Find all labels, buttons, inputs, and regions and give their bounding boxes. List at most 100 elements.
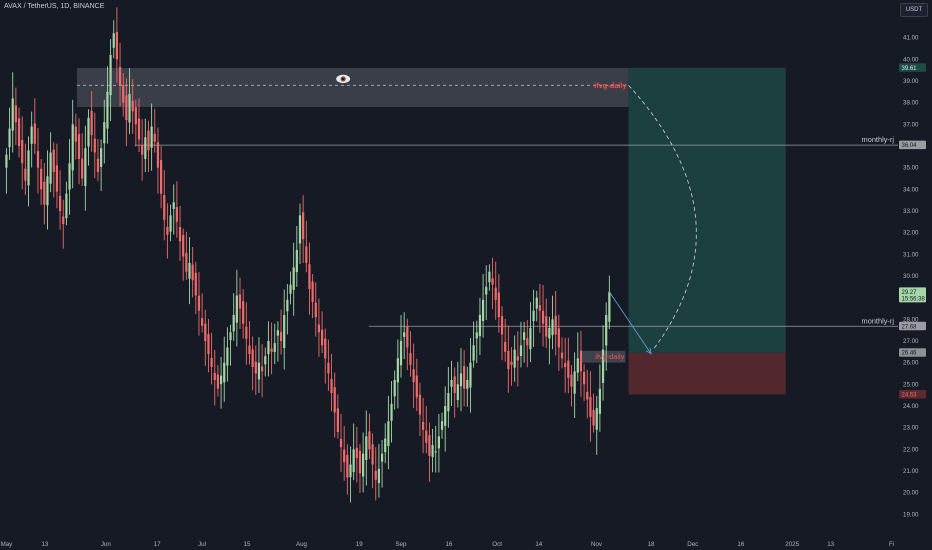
candle-body	[122, 84, 125, 103]
candle-body	[87, 117, 90, 147]
candle-body	[204, 323, 207, 341]
candle-body	[403, 332, 406, 337]
x-tick-label: 16	[737, 541, 744, 548]
candle-body	[475, 332, 478, 339]
candle-body	[109, 55, 112, 96]
currency-button[interactable]: USDT	[900, 3, 928, 17]
candle-body	[576, 358, 579, 373]
candle-body	[251, 349, 254, 367]
candle-body	[264, 356, 267, 365]
candle-body	[68, 163, 71, 190]
candle-body	[352, 449, 355, 473]
candle-body	[538, 305, 542, 311]
candle-body	[141, 145, 144, 155]
candle-body	[343, 449, 346, 463]
candle-body	[159, 160, 163, 194]
candle-body	[103, 122, 106, 144]
candle-body	[178, 226, 182, 242]
x-tick-label: Sep	[395, 541, 407, 548]
candle-body	[283, 315, 286, 349]
candle-body	[548, 328, 551, 339]
zones-layer	[76, 67, 786, 395]
candle-body	[172, 202, 175, 209]
candle-body	[500, 316, 504, 335]
y-tick-label: 37.00	[903, 121, 919, 128]
candle-body	[516, 356, 519, 361]
candle-body	[33, 123, 36, 144]
candle-body	[595, 408, 598, 430]
x-tick-label: 14	[535, 541, 542, 548]
candle-body	[406, 326, 409, 348]
candle-body	[248, 345, 251, 354]
y-tick-label: 23.00	[903, 425, 919, 432]
y-tick-label: 41.00	[903, 35, 919, 42]
candle-body	[384, 438, 387, 453]
candle-body	[77, 134, 81, 159]
candle-body	[270, 348, 273, 352]
candle-body	[478, 315, 482, 337]
candle-body	[349, 464, 352, 478]
y-tick-label: 26.00	[903, 360, 919, 367]
candle-body	[355, 447, 358, 458]
lines-layer: monthly-rj monthly-rj	[134, 135, 898, 327]
candle-body	[245, 326, 248, 339]
candle-body	[166, 226, 169, 235]
candle-body	[608, 291, 611, 322]
price-tag-label: 27.68	[902, 324, 918, 330]
y-tick-label: 33.00	[903, 208, 919, 215]
y-axis[interactable]: 19.00 20.00 21.00 22.00 23.00 24.00 25.00 26.00…	[903, 35, 919, 519]
dashed-arc	[628, 85, 697, 351]
price-tag-countdown: 15:56:38	[902, 296, 926, 302]
candle-body	[163, 195, 166, 220]
candle-body	[229, 332, 232, 341]
candle-body	[153, 133, 156, 142]
candle-body	[412, 369, 415, 383]
candle-body	[185, 252, 188, 272]
candle-body	[374, 470, 377, 480]
candle-body	[330, 379, 333, 393]
y-tick-label: 25.00	[903, 381, 919, 388]
candle-body	[601, 349, 605, 383]
candle-body	[169, 215, 172, 232]
candle-body	[134, 107, 137, 125]
candle-body	[207, 334, 210, 354]
x-tick-label: Fi	[889, 541, 894, 548]
candle-body	[428, 435, 431, 456]
candle-body	[444, 406, 447, 426]
candle-body	[62, 216, 65, 224]
candle-body	[65, 193, 68, 219]
x-tick-label: Aug	[296, 541, 308, 548]
candle-body	[96, 158, 100, 172]
candle-body	[526, 338, 529, 346]
candle-body	[254, 361, 257, 374]
candle-body	[235, 295, 238, 323]
candle-body	[137, 118, 141, 140]
candle-body	[289, 284, 292, 294]
candle-body	[425, 430, 428, 443]
y-tick-label: 21.00	[903, 468, 919, 475]
candle-body	[36, 151, 40, 168]
candle-body	[579, 350, 583, 372]
x-tick-label: Jul	[198, 541, 206, 548]
price-tag-label: 39.61	[902, 66, 918, 72]
x-axis[interactable]: May 13 Jun 17 Jul 15 Aug 19 Sep 16 Oct 14 Nov 18 Dec 16…	[1, 541, 895, 548]
candle-body	[327, 362, 330, 374]
candle-body	[115, 31, 119, 60]
candle-body	[27, 150, 30, 186]
candle-body	[567, 360, 570, 378]
x-tick-label: 15	[244, 541, 251, 548]
price-tag-bg	[899, 348, 926, 357]
candle-body	[267, 341, 270, 355]
price-tag-bg	[899, 321, 926, 331]
candle-body	[112, 33, 115, 48]
candle-body	[308, 264, 311, 289]
monthly-level-label: monthly-rj	[862, 316, 895, 325]
candle-body	[469, 362, 472, 388]
y-tick-label: 19.00	[903, 511, 919, 518]
candle-body	[362, 453, 365, 477]
candle-body	[437, 436, 440, 449]
candle-body	[535, 297, 538, 309]
candle-body	[197, 295, 201, 311]
candle-body	[339, 438, 343, 448]
